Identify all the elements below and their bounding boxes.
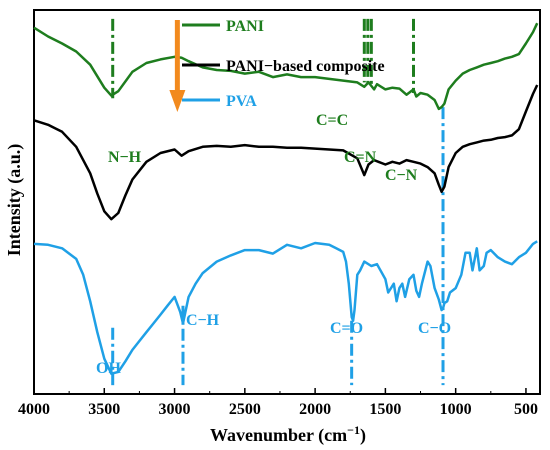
annotation-co-single: C−O	[418, 320, 451, 337]
series-line-composite	[33, 84, 539, 221]
arrow-head	[169, 90, 186, 112]
annotation-cn-single: C−N	[385, 167, 418, 184]
annotation-cc: C=C	[316, 112, 348, 129]
x-tick-label-4000: 4000	[18, 401, 50, 418]
x-tick-label-1000: 1000	[440, 401, 472, 418]
x-axis-label: Wavenumber (cm−1)	[210, 423, 366, 446]
plot-frame	[33, 9, 541, 395]
x-tick-label-2500: 2500	[229, 401, 261, 418]
x-tick-label-2000: 2000	[299, 401, 331, 418]
annotation-nh: N−H	[108, 149, 142, 166]
x-tick-label-500: 500	[514, 401, 538, 418]
annotation-ch: C−H	[186, 312, 220, 329]
series-line-pva	[33, 240, 538, 375]
legend: PANI PANI−based composite PVA	[182, 18, 385, 110]
annotation-cn-double: C=N	[344, 149, 377, 166]
legend-label-composite: PANI−based composite	[226, 58, 385, 75]
x-tick-label-3000: 3000	[159, 401, 191, 418]
annotation-co-double: C=O	[330, 320, 363, 337]
x-tick-label-3500: 3500	[88, 401, 120, 418]
series-line-pani	[33, 22, 539, 111]
legend-label-pani: PANI	[226, 18, 264, 35]
y-axis-label: Intensity (a.u.)	[4, 144, 25, 257]
annotation-oh: OH	[96, 360, 121, 377]
x-tick-label-1500: 1500	[369, 401, 401, 418]
legend-label-pva: PVA	[226, 93, 257, 110]
